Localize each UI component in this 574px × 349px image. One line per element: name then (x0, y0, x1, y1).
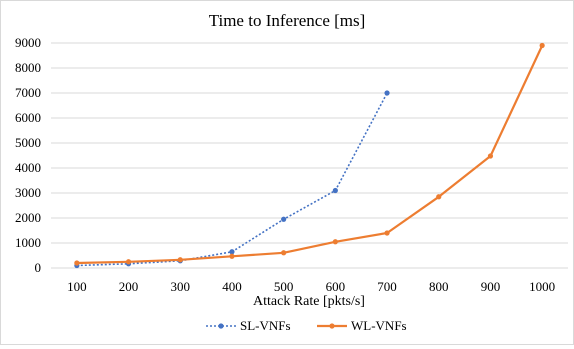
y-tick-label: 6000 (15, 110, 41, 125)
x-tick-label: 700 (377, 279, 397, 294)
x-tick-label: 300 (171, 279, 191, 294)
data-point (332, 187, 338, 194)
y-tick-label: 7000 (15, 85, 41, 100)
y-tick-label: 2000 (15, 210, 41, 225)
x-tick-label: 200 (119, 279, 139, 294)
data-point (384, 90, 390, 96)
data-point (281, 216, 287, 222)
x-tick-label: 500 (274, 279, 294, 294)
legend-marker (218, 323, 224, 329)
x-tick-label: 600 (326, 279, 346, 294)
y-tick-label: 3000 (15, 185, 41, 200)
y-tick-label: 8000 (15, 60, 41, 75)
data-point (384, 230, 390, 236)
data-point (229, 253, 235, 259)
x-tick-label: 1000 (529, 279, 555, 294)
grid-lines (51, 42, 568, 244)
legend-item: SL-VNFs (206, 318, 291, 333)
series-line (76, 45, 544, 265)
data-point (281, 250, 287, 256)
legend-item: WL-VNFs (317, 318, 407, 333)
y-axis-tick-labels: 0 1000 2000 3000 4000 5000 6000 7000 8000 9000 (15, 35, 41, 275)
data-point (177, 257, 183, 263)
chart-title: Time to Inference [ms] (209, 11, 366, 30)
y-tick-label: 1000 (15, 235, 41, 250)
series-lines (74, 42, 545, 269)
x-tick-label: 900 (481, 279, 501, 294)
legend-label: WL-VNFs (351, 318, 407, 333)
series-wl-vnfs (74, 42, 545, 266)
data-point (229, 249, 235, 255)
x-tick-label: 400 (222, 279, 242, 294)
x-axis-tick-labels: 100 200 300 400 500 600 700 800 900 1000 (67, 279, 555, 294)
x-tick-label: 100 (67, 279, 87, 294)
legend: SL-VNFs WL-VNFs (206, 318, 407, 333)
x-tick-label: 800 (429, 279, 449, 294)
data-point (74, 260, 80, 266)
y-tick-label: 0 (35, 260, 42, 275)
legend-label: SL-VNFs (240, 318, 291, 333)
x-axis-label: Attack Rate [pkts/s] (253, 294, 365, 309)
y-tick-label: 5000 (15, 135, 41, 150)
legend-marker (329, 323, 335, 329)
data-point (539, 42, 545, 49)
data-point (436, 194, 442, 200)
data-point (125, 259, 132, 265)
series-line (76, 92, 388, 267)
chart-svg: Time to Inference [ms] 01000200030004000… (15, 11, 568, 333)
y-tick-label: 9000 (15, 35, 41, 50)
y-tick-label: 4000 (15, 160, 41, 175)
data-point (487, 153, 494, 159)
data-point (332, 239, 338, 245)
